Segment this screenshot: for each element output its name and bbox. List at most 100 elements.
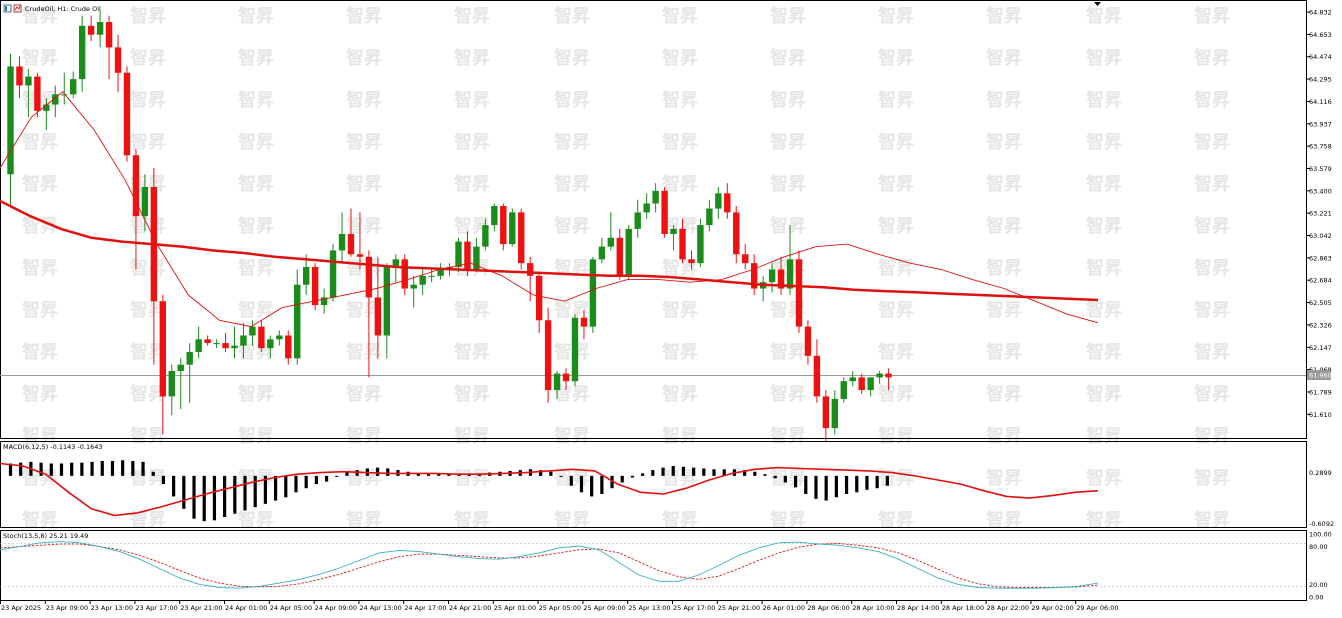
watermark-text: 智昇 xyxy=(238,425,274,447)
watermark-text: 智昇 xyxy=(770,383,806,405)
watermark-text: 智昇 xyxy=(1194,47,1230,69)
macd-bar xyxy=(457,474,461,476)
time-tick-label: 23 Apr 2025 xyxy=(1,604,41,612)
shift-marker-icon[interactable] xyxy=(1094,2,1101,6)
watermark-text: 智昇 xyxy=(238,299,274,321)
candle-body xyxy=(7,66,14,175)
watermark-text: 智昇 xyxy=(1086,257,1122,279)
time-tick-label: 25 Apr 01:00 xyxy=(494,604,536,612)
watermark-text: 智昇 xyxy=(346,299,382,321)
candle-body xyxy=(141,187,149,217)
candle-body xyxy=(186,351,193,365)
price-tick-label: 64.653 xyxy=(1309,31,1332,39)
watermark-text: 智昇 xyxy=(346,509,382,531)
macd-bar xyxy=(783,475,787,483)
stoch-tick-label: 20.00 xyxy=(1309,581,1328,589)
time-tick-label: 23 Apr 13:00 xyxy=(91,604,133,612)
watermark-text: 智昇 xyxy=(1194,383,1230,405)
watermark-text: 智昇 xyxy=(770,509,806,531)
watermark-text: 智昇 xyxy=(986,509,1022,531)
watermark-text: 智昇 xyxy=(238,5,274,27)
candle-body xyxy=(240,335,247,346)
time-axis: 23 Apr 2025 23 Apr 09:00 23 Apr 13:00 23 Ap… xyxy=(0,600,1119,612)
price-tick-label: 63.221 xyxy=(1309,210,1332,218)
current-price-tag: 61.960 xyxy=(1307,370,1332,380)
watermark-text: 智昇 xyxy=(662,131,698,153)
candle-body xyxy=(87,25,95,35)
watermark-text: 智昇 xyxy=(130,341,166,363)
time-tick-label: 28 Apr 06:00 xyxy=(807,604,849,612)
macd-bar xyxy=(743,470,747,476)
macd-bar xyxy=(681,466,686,476)
macd-bar xyxy=(39,462,43,476)
candle-body xyxy=(535,275,543,321)
watermark-text: 智昇 xyxy=(130,47,166,69)
watermark-text: 智昇 xyxy=(454,131,490,153)
macd-bar xyxy=(324,475,329,482)
candle-body xyxy=(526,263,534,276)
time-tick-label: 29 Apr 02:00 xyxy=(1031,604,1073,612)
watermark-text: 智昇 xyxy=(454,299,490,321)
price-tick-label: 63.400 xyxy=(1309,187,1332,195)
watermark-text: 智昇 xyxy=(770,5,806,27)
watermark-text: 智昇 xyxy=(1194,131,1230,153)
macd-bar xyxy=(202,475,206,522)
watermark-text: 智昇 xyxy=(454,89,490,111)
watermark-text: 智昇 xyxy=(22,5,58,27)
price-tick-label: 63.579 xyxy=(1309,165,1332,173)
macd-bar xyxy=(712,469,716,476)
candle-body xyxy=(329,250,337,298)
price-tick-label: 62.684 xyxy=(1309,277,1332,285)
watermark-text: 智昇 xyxy=(662,341,698,363)
watermark-text: 智昇 xyxy=(554,215,590,237)
macd-bar xyxy=(722,469,726,476)
watermark-text: 智昇 xyxy=(554,299,590,321)
price-tick-label: 61.789 xyxy=(1309,388,1332,396)
macd-bar xyxy=(590,475,594,497)
candle-body xyxy=(607,237,615,247)
macd-bar xyxy=(793,475,798,488)
time-tick-label: 28 Apr 18:00 xyxy=(942,604,984,612)
candle-body xyxy=(464,241,471,270)
macd-bar xyxy=(8,463,13,476)
watermark-text: 智昇 xyxy=(22,257,58,279)
candle-body xyxy=(670,228,677,234)
candle-body xyxy=(383,266,391,336)
ma-slow-line xyxy=(0,199,1099,302)
time-tick-label: 25 Apr 13:00 xyxy=(628,604,670,612)
macd-bar xyxy=(814,475,818,499)
watermark-text: 智昇 xyxy=(1086,215,1122,237)
candle-body xyxy=(571,317,579,382)
candle-body xyxy=(105,22,113,48)
macd-bar xyxy=(844,475,849,494)
watermark-text: 智昇 xyxy=(878,509,914,531)
watermark-text: 智昇 xyxy=(662,173,698,195)
macd-bar xyxy=(763,474,767,476)
price-tick-label: 61.610 xyxy=(1309,411,1332,419)
candle-body xyxy=(616,237,623,276)
stoch-tick-label: 0.00 xyxy=(1309,594,1323,602)
candle-body xyxy=(222,343,229,349)
watermark-text: 智昇 xyxy=(662,47,698,69)
candle-body xyxy=(392,259,399,267)
watermark-text: 智昇 xyxy=(454,5,490,27)
watermark-text: 智昇 xyxy=(770,47,806,69)
price-tick-label: 64.474 xyxy=(1309,53,1332,61)
macd-bar xyxy=(212,475,217,521)
price-tick-label: 63.758 xyxy=(1309,143,1332,151)
watermark-text: 智昇 xyxy=(238,509,274,531)
watermark-text: 智昇 xyxy=(22,383,58,405)
macd-bar xyxy=(121,460,125,476)
watermark-text: 智昇 xyxy=(1086,341,1122,363)
time-tick-label: 25 Apr 21:00 xyxy=(718,604,760,612)
macd-label: MACD(6,12,5) -0.1143 -0.1643 xyxy=(3,443,103,451)
candle-body xyxy=(347,233,355,255)
time-tick-label: 28 Apr 14:00 xyxy=(897,604,939,612)
macd-signal-line xyxy=(0,462,1099,517)
candle-body xyxy=(302,266,310,285)
watermark-text: 智昇 xyxy=(22,47,58,69)
candle-body xyxy=(625,228,632,276)
watermark-text: 智昇 xyxy=(1194,299,1230,321)
watermark-text: 智昇 xyxy=(986,5,1022,27)
